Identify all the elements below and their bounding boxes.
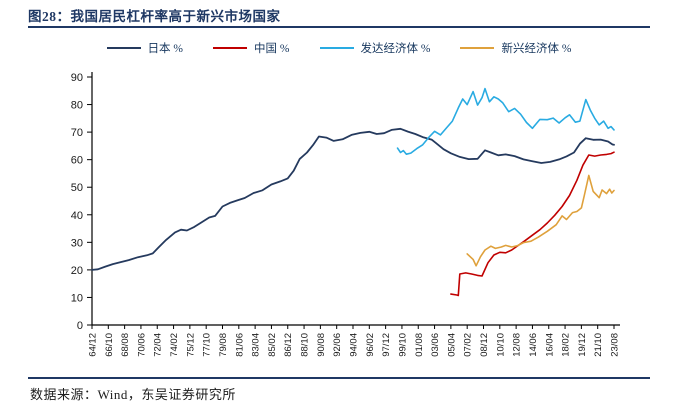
x-tick-label: 18/02	[561, 333, 572, 357]
y-tick-label: 10	[71, 292, 83, 304]
x-tick-label: 23/08	[610, 333, 621, 357]
legend-line-swatch	[319, 47, 354, 49]
data-source-note: 数据来源：Wind，东吴证券研究所	[30, 387, 236, 402]
x-tick-label: 96/02	[365, 333, 376, 357]
footer-rule	[28, 377, 650, 379]
x-tick-label: 90/08	[316, 333, 327, 357]
x-tick-label: 07/02	[463, 333, 474, 357]
series-line-2	[396, 87, 615, 155]
chart-legend: 日本 % 中国 % 发达经济体 % 新兴经济体 %	[0, 40, 678, 56]
legend-line-swatch	[213, 47, 248, 49]
y-tick-label: 70	[71, 127, 83, 139]
y-tick-label: 60	[71, 155, 83, 167]
x-tick-label: 83/04	[251, 333, 262, 357]
x-tick-label: 92/06	[332, 333, 343, 357]
y-tick-label: 30	[71, 237, 83, 249]
x-tick-label: 70/06	[136, 333, 147, 357]
title-rule	[28, 26, 650, 28]
x-tick-label: 74/02	[169, 333, 180, 357]
x-tick-label: 03/06	[430, 333, 441, 357]
x-tick-label: 99/10	[397, 333, 408, 357]
x-tick-label: 68/08	[120, 333, 131, 357]
legend-line-swatch	[106, 47, 141, 49]
x-tick-label: 16/04	[544, 333, 555, 357]
x-tick-label: 14/06	[528, 333, 539, 357]
y-tick-label: 80	[71, 100, 83, 112]
series-line-3	[466, 174, 615, 267]
legend-item-3: 新兴经济体 %	[460, 40, 571, 56]
legend-item-0: 日本 %	[106, 40, 184, 56]
figure-title: 图28：我国居民杠杆率高于新兴市场国家	[28, 9, 281, 24]
y-tick-label: 50	[71, 182, 83, 194]
x-tick-label: 05/04	[446, 333, 457, 357]
x-tick-label: 77/10	[202, 333, 213, 357]
x-tick-label: 64/12	[87, 333, 98, 357]
x-tick-label: 66/10	[104, 333, 115, 357]
x-tick-label: 94/04	[349, 333, 360, 357]
series-line-1	[450, 151, 615, 297]
y-tick-label: 40	[71, 210, 83, 222]
x-tick-label: 97/12	[381, 333, 392, 357]
legend-label: 日本 %	[147, 43, 184, 55]
x-tick-label: 79/08	[218, 333, 229, 357]
y-tick-label: 20	[71, 265, 83, 277]
x-tick-label: 01/08	[414, 333, 425, 357]
legend-label: 发达经济体 %	[360, 43, 431, 55]
x-tick-label: 75/12	[185, 333, 196, 357]
x-tick-label: 12/08	[512, 333, 523, 357]
legend-item-2: 发达经济体 %	[319, 40, 431, 56]
x-tick-label: 08/12	[479, 333, 490, 357]
leverage-line-chart: 0 10 20 30 40 50 60 70 80 90 64/12 66/10 68/08 70/06 7…	[71, 72, 621, 357]
legend-label: 中国 %	[254, 43, 290, 55]
y-tick-label: 90	[71, 72, 83, 84]
x-tick-label: 19/12	[577, 333, 588, 357]
x-tick-label: 72/04	[153, 333, 164, 357]
legend-line-swatch	[460, 47, 495, 49]
x-tick-label: 21/10	[593, 333, 604, 357]
y-tick-label: 0	[77, 320, 83, 332]
x-tick-label: 86/12	[283, 333, 294, 357]
x-tick-label: 88/10	[300, 333, 311, 357]
legend-label: 新兴经济体 %	[501, 43, 572, 55]
x-tick-label: 10/10	[495, 333, 506, 357]
series-line-0	[91, 127, 615, 271]
x-tick-label: 81/06	[234, 333, 245, 357]
x-tick-label: 85/02	[267, 333, 278, 357]
legend-item-1: 中国 %	[213, 40, 290, 56]
